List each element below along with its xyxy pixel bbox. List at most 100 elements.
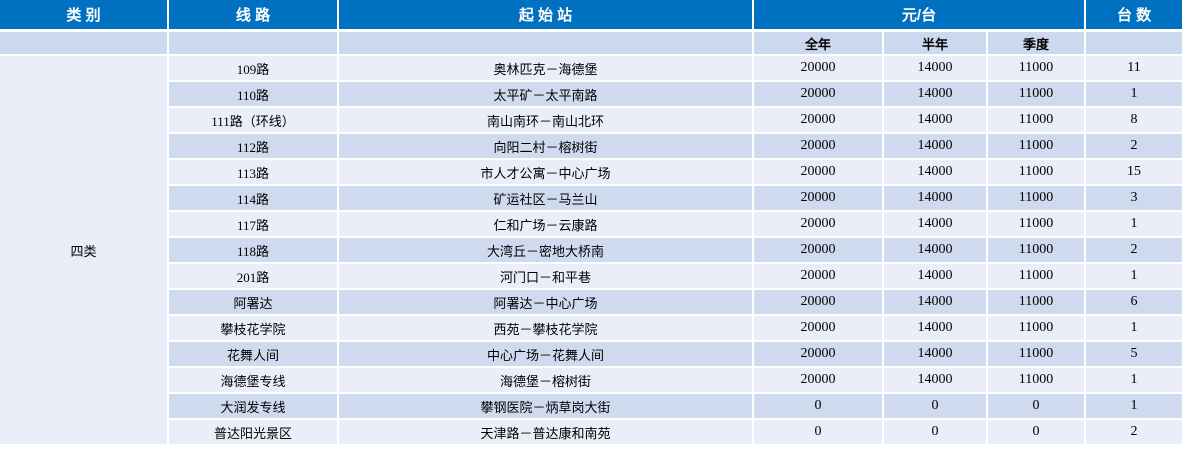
units-cell: 3 [1085,185,1182,212]
full-year-cell: 0 [753,393,884,420]
subheader-route-blank [168,30,339,56]
full-year-cell: 0 [753,419,884,446]
stations-cell: 奥林匹克－海德堡 [338,55,754,82]
half-year-cell: 14000 [883,341,988,368]
quarter-cell: 11000 [987,185,1087,212]
half-year-cell: 14000 [883,237,988,264]
quarter-cell: 0 [987,393,1087,420]
full-year-cell: 20000 [753,159,884,186]
stations-cell: 海德堡－榕树街 [338,367,754,394]
full-year-cell: 20000 [753,237,884,264]
header-category: 类 别 [0,0,169,32]
subheader-category-blank [0,30,169,56]
route-cell: 111路（环线） [168,107,339,134]
stations-cell: 河门口－和平巷 [338,263,754,290]
table-row: 117路 仁和广场－云康路 20000 14000 11000 1 [0,211,1182,238]
table-row: 110路 太平矿－太平南路 20000 14000 11000 1 [0,81,1182,108]
half-year-cell: 14000 [883,315,988,342]
route-cell: 113路 [168,159,339,186]
subheader-row: 全年 半年 季度 [0,30,1182,56]
half-year-cell: 14000 [883,159,988,186]
half-year-cell: 0 [883,393,988,420]
quarter-cell: 11000 [987,289,1087,316]
header-stations: 起 始 站 [338,0,754,32]
quarter-cell: 11000 [987,211,1087,238]
route-cell: 攀枝花学院 [168,315,339,342]
header-units: 台 数 [1085,0,1182,32]
units-cell: 5 [1085,341,1182,368]
subheader-units-blank [1085,30,1182,56]
full-year-cell: 20000 [753,315,884,342]
half-year-cell: 0 [883,419,988,446]
half-year-cell: 14000 [883,81,988,108]
quarter-cell: 11000 [987,107,1087,134]
stations-cell: 矿运社区－马兰山 [338,185,754,212]
quarter-cell: 11000 [987,315,1087,342]
half-year-cell: 14000 [883,263,988,290]
quarter-cell: 11000 [987,237,1087,264]
route-cell: 117路 [168,211,339,238]
table-row: 113路 市人才公寓－中心广场 20000 14000 11000 15 [0,159,1182,186]
table-row: 四类 109路 奥林匹克－海德堡 20000 14000 11000 11 [0,55,1182,446]
stations-cell: 向阳二村－榕树街 [338,133,754,160]
header-price-group: 元/台 [753,0,1087,32]
stations-cell: 阿署达－中心广场 [338,289,754,316]
route-cell: 普达阳光景区 [168,419,339,446]
route-cell: 118路 [168,237,339,264]
half-year-cell: 14000 [883,133,988,160]
full-year-cell: 20000 [753,289,884,316]
half-year-cell: 14000 [883,367,988,394]
route-cell: 110路 [168,81,339,108]
stations-cell: 大湾丘－密地大桥南 [338,237,754,264]
quarter-cell: 0 [987,419,1087,446]
route-cell: 阿署达 [168,289,339,316]
units-cell: 2 [1085,237,1182,264]
route-cell: 112路 [168,133,339,160]
full-year-cell: 20000 [753,185,884,212]
units-cell: 1 [1085,367,1182,394]
table-body: 四类 109路 奥林匹克－海德堡 20000 14000 11000 11 110路 太平矿－太… [0,55,1182,446]
quarter-cell: 11000 [987,81,1087,108]
units-cell: 8 [1085,107,1182,134]
route-cell: 花舞人间 [168,341,339,368]
full-year-cell: 20000 [753,55,884,82]
quarter-cell: 11000 [987,133,1087,160]
table-row: 118路 大湾丘－密地大桥南 20000 14000 11000 2 [0,237,1182,264]
full-year-cell: 20000 [753,341,884,368]
quarter-cell: 11000 [987,263,1087,290]
units-cell: 1 [1085,263,1182,290]
half-year-cell: 14000 [883,211,988,238]
stations-cell: 中心广场－花舞人间 [338,341,754,368]
stations-cell: 西苑－攀枝花学院 [338,315,754,342]
stations-cell: 天津路－普达康和南苑 [338,419,754,446]
units-cell: 1 [1085,211,1182,238]
subheader-half-year: 半年 [883,30,988,56]
table-row: 攀枝花学院 西苑－攀枝花学院 20000 14000 11000 1 [0,315,1182,342]
full-year-cell: 20000 [753,263,884,290]
units-cell: 11 [1085,55,1182,82]
half-year-cell: 14000 [883,55,988,82]
table-row: 201路 河门口－和平巷 20000 14000 11000 1 [0,263,1182,290]
quarter-cell: 11000 [987,159,1087,186]
quarter-cell: 11000 [987,367,1087,394]
route-cell: 109路 [168,55,339,82]
stations-cell: 太平矿－太平南路 [338,81,754,108]
units-cell: 1 [1085,81,1182,108]
route-cell: 海德堡专线 [168,367,339,394]
category-cell: 四类 [0,55,169,446]
table-row: 阿署达 阿署达－中心广场 20000 14000 11000 6 [0,289,1182,316]
half-year-cell: 14000 [883,107,988,134]
units-cell: 6 [1085,289,1182,316]
header-row: 类 别 线 路 起 始 站 元/台 台 数 [0,0,1182,32]
table-row: 114路 矿运社区－马兰山 20000 14000 11000 3 [0,185,1182,212]
half-year-cell: 14000 [883,185,988,212]
subheader-full-year: 全年 [753,30,884,56]
full-year-cell: 20000 [753,211,884,238]
quarter-cell: 11000 [987,55,1087,82]
route-cell: 114路 [168,185,339,212]
full-year-cell: 20000 [753,133,884,160]
quarter-cell: 11000 [987,341,1087,368]
full-year-cell: 20000 [753,81,884,108]
table-row: 111路（环线） 南山南环－南山北环 20000 14000 11000 8 [0,107,1182,134]
